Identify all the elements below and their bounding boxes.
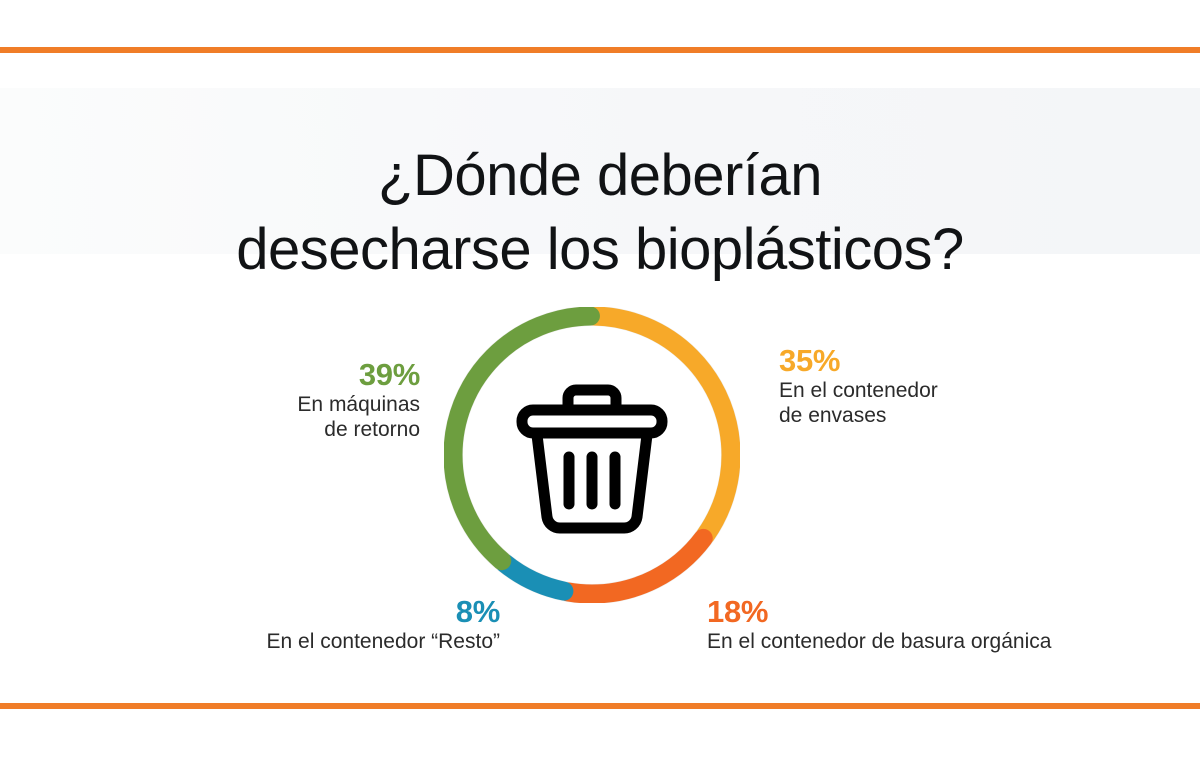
page-title: ¿Dónde deberían desecharse los bioplásti… bbox=[236, 142, 964, 282]
title-band bbox=[0, 88, 1200, 254]
donut-chart bbox=[444, 307, 740, 603]
label-resto-text: En el contenedor “Resto” bbox=[266, 630, 500, 653]
label-retorno: 39% En máquinas de retorno bbox=[240, 358, 420, 442]
bottom-accent-rule bbox=[0, 703, 1200, 709]
top-accent-rule bbox=[0, 47, 1200, 53]
donut-segment-retorno bbox=[444, 307, 740, 603]
label-envases-text: En el contenedor de envases bbox=[779, 379, 938, 427]
label-envases-percent: 35% bbox=[779, 343, 841, 378]
trash-can-icon bbox=[512, 372, 672, 538]
label-organica: 18% En el contenedor de basura orgánica bbox=[707, 595, 1107, 654]
label-organica-text: En el contenedor de basura orgánica bbox=[707, 630, 1052, 653]
label-resto-percent: 8% bbox=[455, 594, 501, 629]
label-retorno-text: En máquinas de retorno bbox=[297, 393, 420, 441]
label-envases: 35% En el contenedor de envases bbox=[779, 344, 1039, 428]
label-retorno-percent: 39% bbox=[358, 357, 420, 392]
donut-segment-organica bbox=[444, 307, 740, 603]
label-organica-percent: 18% bbox=[707, 594, 769, 629]
label-resto: 8% En el contenedor “Resto” bbox=[190, 594, 501, 654]
